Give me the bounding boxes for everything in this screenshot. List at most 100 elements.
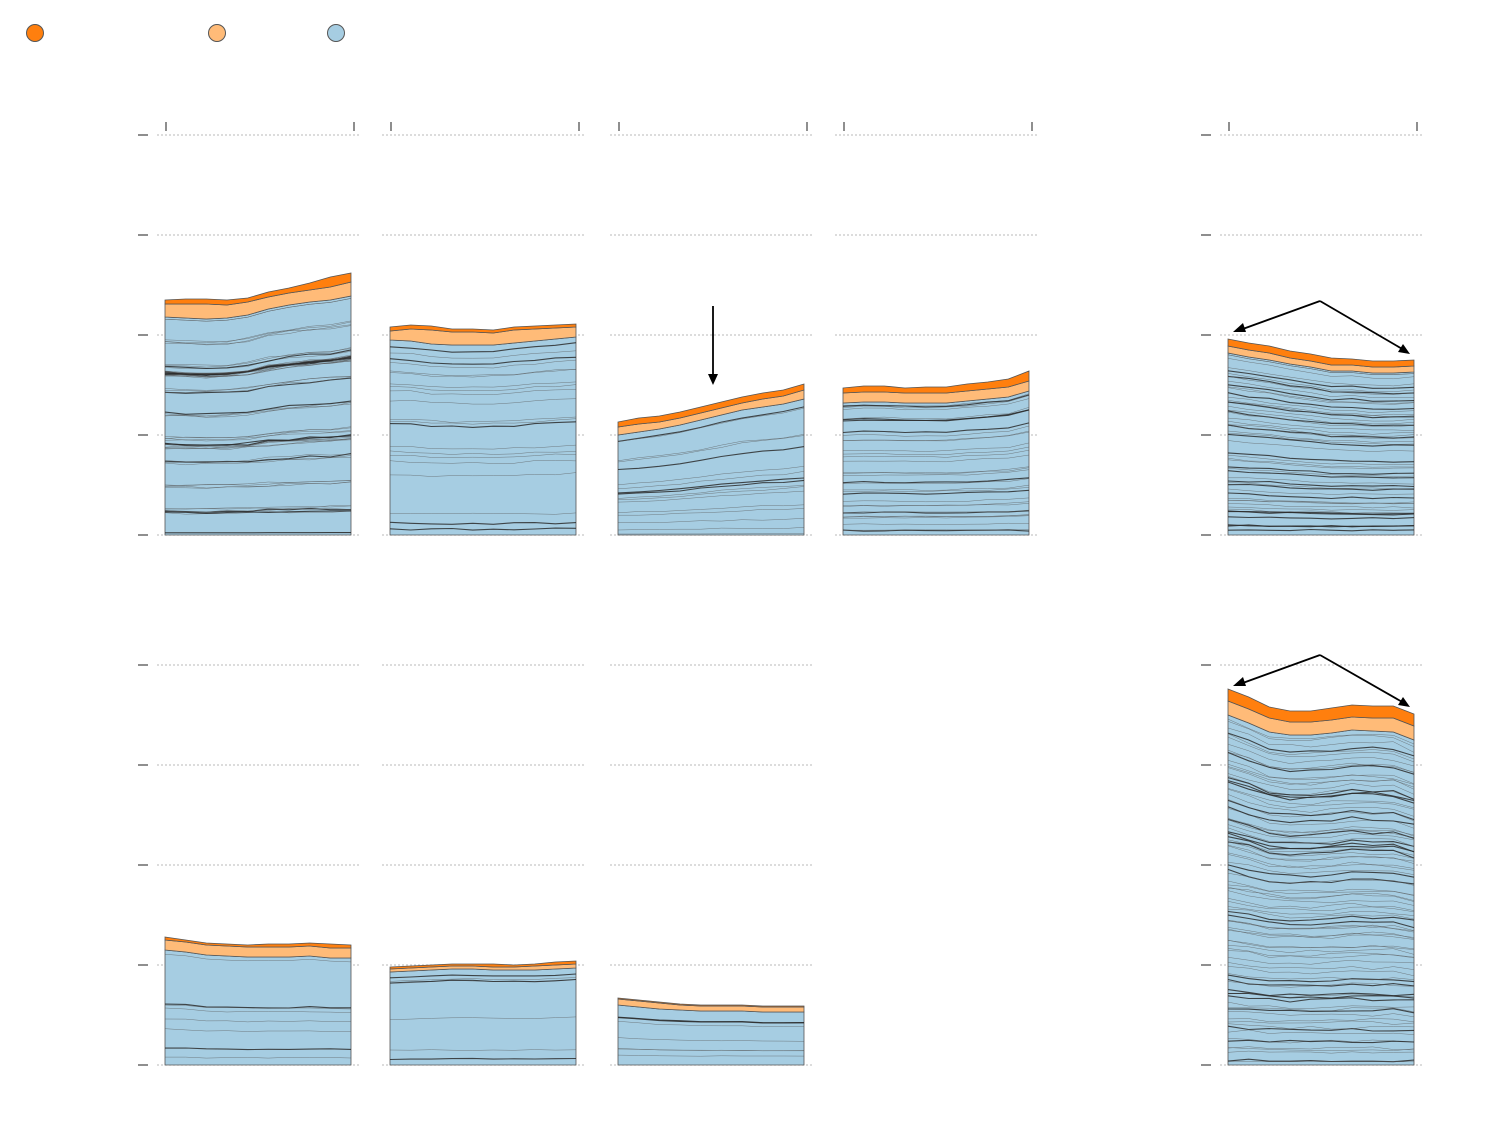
division-line [164, 325, 352, 345]
division-line [617, 1048, 805, 1052]
division-line [1227, 506, 1415, 511]
division-line [1227, 910, 1415, 922]
division-line [842, 466, 1030, 474]
division-line [1228, 992, 1415, 999]
division-line [1227, 380, 1415, 398]
division-line [1227, 981, 1415, 988]
division-line [390, 416, 577, 423]
division-line [617, 485, 805, 499]
division-line [164, 508, 352, 513]
division-line [1227, 751, 1415, 773]
division-line [842, 509, 1030, 514]
annotation-arrow [1239, 654, 1321, 685]
division-line [389, 384, 577, 391]
division-line [618, 508, 805, 516]
division-line [1227, 794, 1415, 817]
division-line [617, 486, 805, 501]
division-line [617, 504, 805, 514]
division-line [389, 472, 577, 477]
division-line [164, 430, 352, 441]
division-line [164, 356, 352, 374]
division-line [389, 444, 577, 450]
legend-item [208, 24, 226, 42]
division-line [1227, 957, 1415, 965]
division-line [1227, 375, 1415, 395]
division-line [389, 460, 577, 464]
division-line [1227, 827, 1415, 847]
division-line [1227, 528, 1415, 532]
division-line [842, 477, 1030, 484]
division-line [1228, 477, 1415, 485]
division-line [1227, 818, 1415, 837]
division-line [1227, 872, 1415, 886]
division-line [1227, 940, 1415, 950]
panel [1201, 122, 1422, 536]
division-line [1227, 466, 1415, 475]
division-line [1227, 373, 1415, 393]
arrowhead-icon [1398, 344, 1410, 354]
division-line [842, 497, 1030, 503]
annotation-arrow [1239, 300, 1321, 331]
division-line [1227, 927, 1415, 939]
division-line [1227, 430, 1414, 443]
division-line [1227, 718, 1415, 745]
division-line [1227, 841, 1415, 859]
division-line [617, 435, 805, 463]
division-line [1227, 467, 1415, 477]
division-line [1227, 524, 1415, 528]
division-line [842, 442, 1030, 452]
division-line [617, 406, 805, 442]
division-line [164, 480, 352, 486]
division-line [1227, 721, 1415, 747]
area-band [164, 936, 352, 949]
division-line [842, 501, 1030, 506]
division-line [842, 487, 1030, 492]
division-line [389, 977, 577, 982]
division-line [389, 359, 577, 369]
division-line [1227, 417, 1415, 431]
division-line [389, 418, 577, 425]
division-line [842, 529, 1030, 531]
division-line [1227, 420, 1415, 435]
division-line [389, 350, 577, 359]
division-line [1227, 1025, 1415, 1032]
division-line [1227, 888, 1415, 902]
division-line [389, 1016, 577, 1020]
division-line [1227, 482, 1415, 490]
division-line [1227, 799, 1415, 821]
division-line [1227, 920, 1415, 931]
division-line [1227, 492, 1415, 500]
division-line [842, 431, 1030, 442]
division-line [842, 514, 1030, 518]
division-line [1227, 845, 1415, 862]
area-band [389, 336, 577, 536]
division-line [617, 490, 805, 503]
area-band [1227, 338, 1415, 368]
division-line [164, 375, 352, 391]
division-line [1227, 454, 1415, 465]
division-line [1227, 788, 1415, 810]
division-line [164, 403, 352, 418]
division-line [1227, 1020, 1415, 1025]
division-line [1227, 1029, 1415, 1035]
division-line [389, 398, 577, 405]
division-line [1227, 880, 1415, 896]
legend-item [26, 24, 44, 42]
division-line [164, 481, 352, 489]
panel [610, 122, 812, 536]
division-line [1227, 392, 1415, 410]
division-line [617, 527, 805, 531]
division-line [164, 426, 352, 439]
division-line [164, 434, 352, 446]
division-line [1227, 989, 1415, 997]
division-line [1227, 836, 1415, 853]
division-line [1227, 1038, 1415, 1044]
division-line [164, 439, 352, 451]
division-line [164, 954, 352, 963]
division-line [1227, 733, 1415, 760]
division-line [1227, 727, 1415, 753]
division-line [1227, 510, 1415, 516]
division-line [1227, 367, 1415, 387]
panel [610, 664, 812, 1066]
division-line [1227, 950, 1415, 959]
